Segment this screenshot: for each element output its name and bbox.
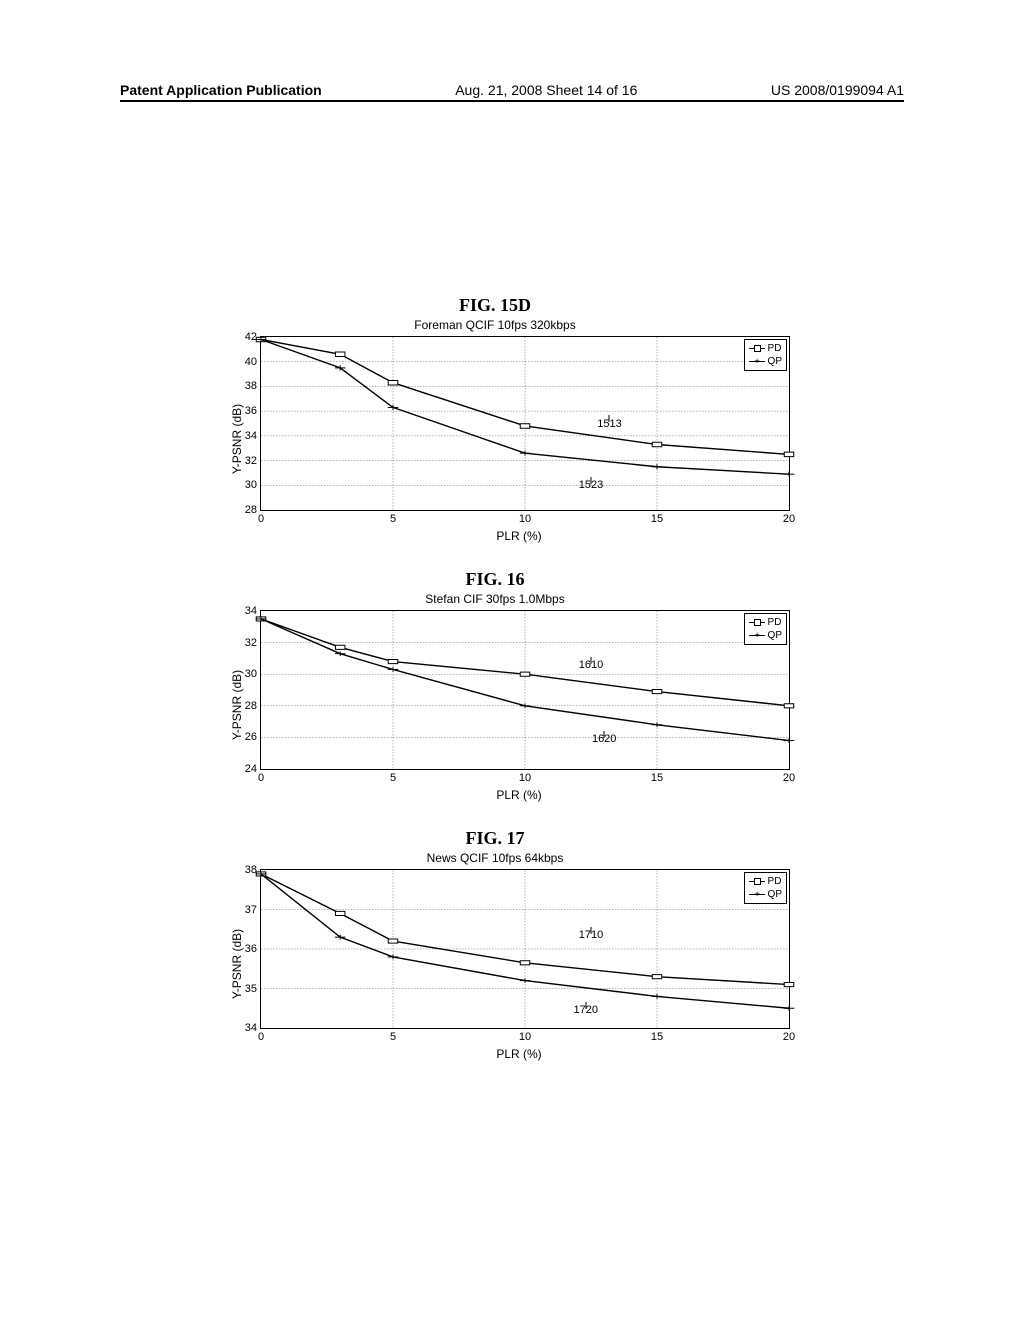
chart-fig-16: FIG. 16 Stefan CIF 30fps 1.0Mbps Y-PSNR … bbox=[190, 569, 800, 800]
legend-row-pd: PD bbox=[749, 875, 782, 888]
annotation-tick bbox=[609, 415, 610, 422]
y-tick-label: 34 bbox=[245, 1022, 257, 1034]
chart-svg bbox=[261, 337, 789, 510]
fig-title: FIG. 16 bbox=[190, 569, 800, 590]
chart-subtitle: News QCIF 10fps 64kbps bbox=[190, 851, 800, 865]
y-tick-label: 36 bbox=[245, 943, 257, 955]
x-axis-label: PLR (%) bbox=[238, 1047, 800, 1061]
y-tick-label: 42 bbox=[245, 331, 257, 343]
chart-svg bbox=[261, 870, 789, 1028]
plot-wrap: Y-PSNR (dB) PD +QP 343536373805101520171… bbox=[238, 869, 800, 1059]
charts-container: FIG. 15D Foreman QCIF 10fps 320kbps Y-PS… bbox=[190, 295, 800, 1087]
y-tick-label: 36 bbox=[245, 405, 257, 417]
y-tick-label: 35 bbox=[245, 983, 257, 995]
x-tick-label: 20 bbox=[783, 513, 795, 525]
chart-fig-17: FIG. 17 News QCIF 10fps 64kbps Y-PSNR (d… bbox=[190, 828, 800, 1059]
plot-wrap: Y-PSNR (dB) PD +QP 242628303234051015201… bbox=[238, 610, 800, 800]
annotation-tick bbox=[591, 927, 592, 934]
annotation-tick bbox=[591, 657, 592, 664]
x-tick-label: 15 bbox=[651, 513, 663, 525]
x-tick-label: 5 bbox=[390, 513, 396, 525]
legend: PD +QP bbox=[744, 613, 787, 645]
y-tick-label: 26 bbox=[245, 731, 257, 743]
plot-area: PD +QP 34353637380510152017101720 bbox=[260, 869, 790, 1029]
x-tick-label: 5 bbox=[390, 772, 396, 784]
fig-title: FIG. 17 bbox=[190, 828, 800, 849]
annotation-tick bbox=[604, 731, 605, 738]
y-axis-label: Y-PSNR (dB) bbox=[230, 670, 244, 740]
y-axis-label: Y-PSNR (dB) bbox=[230, 929, 244, 999]
page-header: Patent Application Publication Aug. 21, … bbox=[120, 82, 904, 102]
y-tick-label: 28 bbox=[245, 504, 257, 516]
x-tick-label: 15 bbox=[651, 772, 663, 784]
y-tick-label: 30 bbox=[245, 479, 257, 491]
y-tick-label: 34 bbox=[245, 430, 257, 442]
x-tick-label: 0 bbox=[258, 513, 264, 525]
y-tick-label: 38 bbox=[245, 864, 257, 876]
y-tick-label: 28 bbox=[245, 700, 257, 712]
y-tick-label: 37 bbox=[245, 904, 257, 916]
x-axis-label: PLR (%) bbox=[238, 529, 800, 543]
x-tick-label: 0 bbox=[258, 1031, 264, 1043]
header-right: US 2008/0199094 A1 bbox=[771, 82, 904, 98]
x-axis-label: PLR (%) bbox=[238, 788, 800, 802]
plot-area: PD +QP 2426283032340510152016101620 bbox=[260, 610, 790, 770]
x-tick-label: 0 bbox=[258, 772, 264, 784]
y-tick-label: 34 bbox=[245, 605, 257, 617]
chart-fig-15d: FIG. 15D Foreman QCIF 10fps 320kbps Y-PS… bbox=[190, 295, 800, 541]
x-tick-label: 10 bbox=[519, 1031, 531, 1043]
legend-row-pd: PD bbox=[749, 342, 782, 355]
header-mid: Aug. 21, 2008 Sheet 14 of 16 bbox=[455, 82, 637, 98]
plot-area: PD +QP 28303234363840420510152015131523 bbox=[260, 336, 790, 511]
annotation-tick bbox=[591, 477, 592, 484]
x-tick-label: 20 bbox=[783, 772, 795, 784]
chart-svg bbox=[261, 611, 789, 769]
x-tick-label: 20 bbox=[783, 1031, 795, 1043]
annotation-tick bbox=[585, 1002, 586, 1009]
legend-row-qp: +QP bbox=[749, 888, 782, 901]
x-tick-label: 10 bbox=[519, 513, 531, 525]
y-tick-label: 40 bbox=[245, 356, 257, 368]
patent-page: Patent Application Publication Aug. 21, … bbox=[0, 0, 1024, 1320]
legend-row-qp: +QP bbox=[749, 355, 782, 368]
y-tick-label: 30 bbox=[245, 668, 257, 680]
x-tick-label: 15 bbox=[651, 1031, 663, 1043]
legend: PD +QP bbox=[744, 339, 787, 371]
x-tick-label: 10 bbox=[519, 772, 531, 784]
y-tick-label: 32 bbox=[245, 637, 257, 649]
plot-wrap: Y-PSNR (dB) PD +QP 283032343638404205101… bbox=[238, 336, 800, 541]
y-tick-label: 32 bbox=[245, 455, 257, 467]
legend-row-pd: PD bbox=[749, 616, 782, 629]
y-axis-label: Y-PSNR (dB) bbox=[230, 403, 244, 473]
chart-subtitle: Foreman QCIF 10fps 320kbps bbox=[190, 318, 800, 332]
fig-title: FIG. 15D bbox=[190, 295, 800, 316]
chart-subtitle: Stefan CIF 30fps 1.0Mbps bbox=[190, 592, 800, 606]
y-tick-label: 38 bbox=[245, 380, 257, 392]
legend: PD +QP bbox=[744, 872, 787, 904]
y-tick-label: 24 bbox=[245, 763, 257, 775]
header-left: Patent Application Publication bbox=[120, 82, 322, 98]
legend-row-qp: +QP bbox=[749, 629, 782, 642]
x-tick-label: 5 bbox=[390, 1031, 396, 1043]
